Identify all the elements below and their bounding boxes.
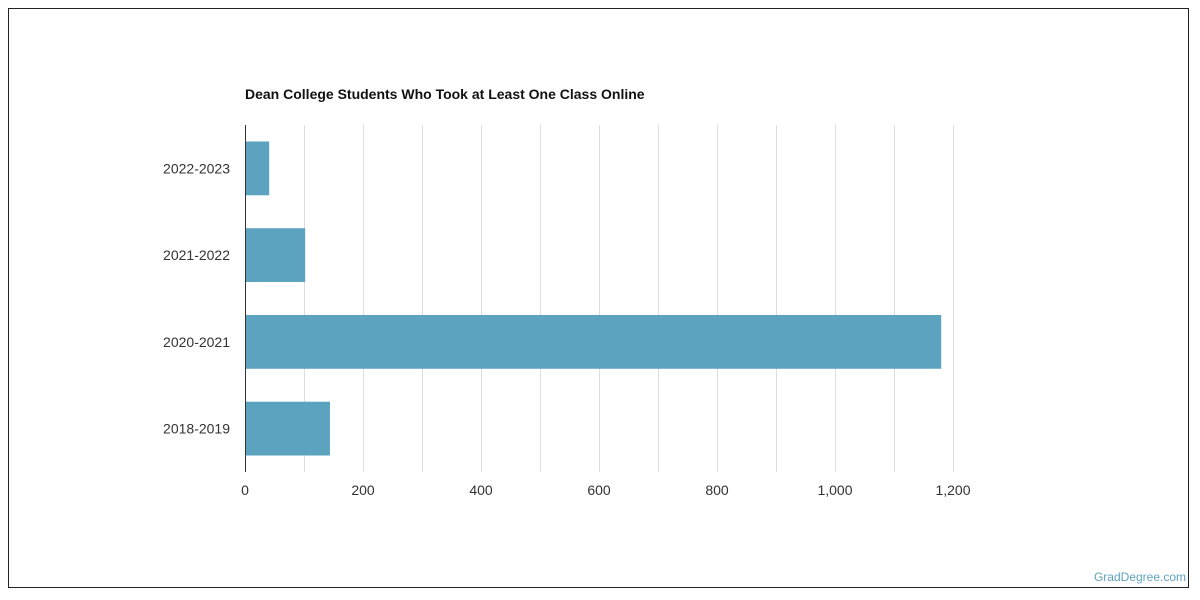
- x-tick-label: 1,000: [817, 482, 852, 498]
- x-tick-label: 800: [705, 482, 729, 498]
- chart-frame: [8, 8, 1189, 588]
- category-label: 2018-2019: [163, 421, 230, 437]
- x-tick-label: 600: [587, 482, 611, 498]
- chart-title: Dean College Students Who Took at Least …: [245, 86, 645, 102]
- labels: 2022-2023 2021-2022 2020-2021 2018-2019 0 200…: [163, 160, 971, 498]
- x-tick-label: 1,200: [935, 482, 970, 498]
- grid-lines: [304, 125, 954, 472]
- x-tick-label: 200: [351, 482, 375, 498]
- category-label: 2022-2023: [163, 160, 230, 176]
- bar-2021-2022: [245, 228, 306, 283]
- x-tick-label: 400: [469, 482, 493, 498]
- x-tick-label: 0: [241, 482, 249, 498]
- source-link[interactable]: GradDegree.com: [1093, 570, 1186, 584]
- category-label: 2021-2022: [163, 247, 230, 263]
- bar-2020-2021: [245, 314, 942, 369]
- bars: [245, 141, 942, 456]
- category-label: 2020-2021: [163, 334, 230, 350]
- bar-2022-2023: [245, 141, 270, 196]
- bar-2018-2019: [245, 401, 330, 456]
